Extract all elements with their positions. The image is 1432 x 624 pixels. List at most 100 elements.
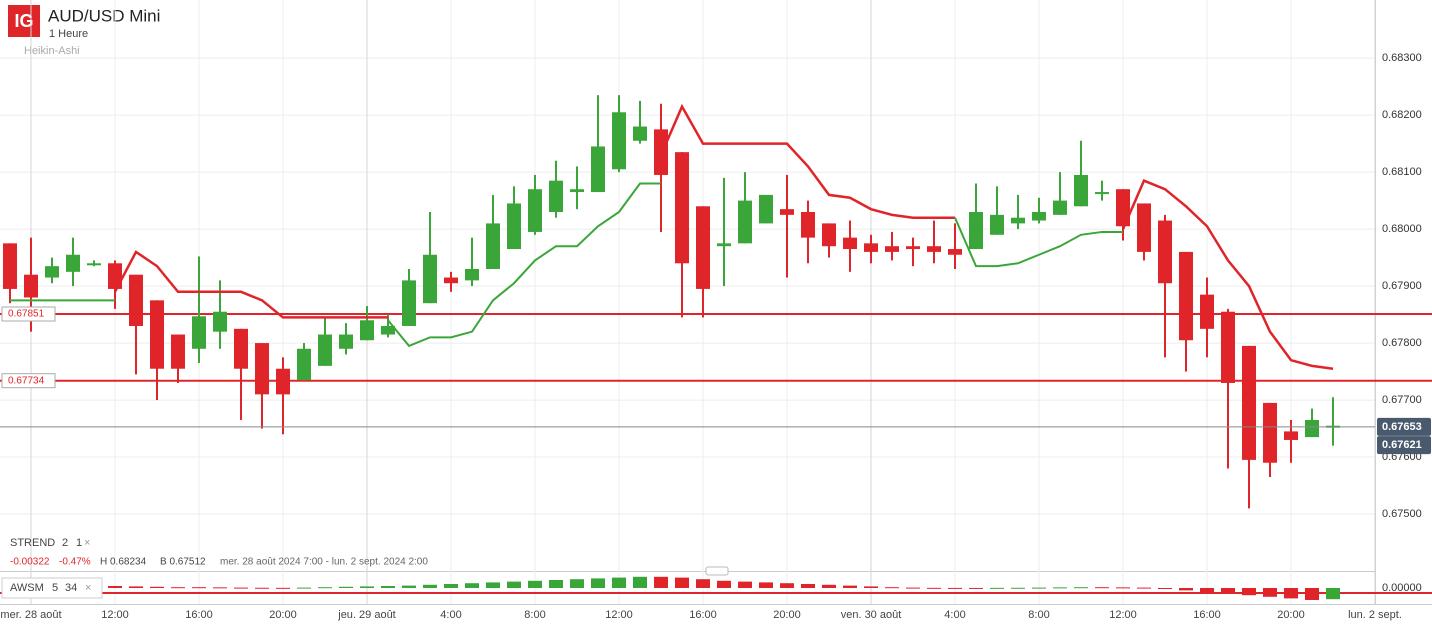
- osc-bar: [423, 584, 437, 588]
- y-tick-label: 0.68200: [1382, 109, 1422, 121]
- x-tick-label: 8:00: [1028, 609, 1049, 621]
- x-tick-label: 12:00: [1109, 609, 1137, 621]
- osc-bar: [654, 576, 668, 588]
- osc-bar: [465, 583, 479, 588]
- osc-bar: [696, 579, 710, 588]
- osc-bar: [1284, 588, 1298, 599]
- y-tick-label: 0.67500: [1382, 508, 1422, 520]
- candle-body: [1137, 203, 1151, 252]
- low: B 0.67512: [160, 557, 206, 568]
- osc-bar: [255, 587, 269, 589]
- x-tick-label: 20:00: [1277, 609, 1305, 621]
- candle-body: [444, 277, 458, 284]
- candle-body: [780, 209, 794, 215]
- candle-body: [1032, 212, 1046, 221]
- indicator-close[interactable]: ×: [84, 537, 90, 549]
- osc-bar: [591, 578, 605, 588]
- osc-bar: [297, 587, 311, 589]
- trend-line: [1121, 179, 1334, 370]
- candle-body: [612, 112, 626, 170]
- range: mer. 28 août 2024 7:00 - lun. 2 sept. 20…: [220, 557, 428, 568]
- osc-bar: [822, 584, 836, 588]
- candle-body: [66, 254, 80, 272]
- osc-bar: [843, 585, 857, 588]
- indicator-p1: 2: [62, 537, 68, 549]
- candle-body: [717, 243, 731, 247]
- x-tick-label: 16:00: [185, 609, 213, 621]
- indicator-name: STREND: [10, 537, 55, 549]
- x-tick-label: 4:00: [944, 609, 965, 621]
- candle-body: [1179, 251, 1193, 341]
- y-tick-label: 0.67900: [1382, 280, 1422, 292]
- candle-body: [24, 274, 38, 298]
- osc-bar: [234, 587, 248, 589]
- osc-bar: [213, 587, 227, 589]
- y-tick-label: 0.68300: [1382, 52, 1422, 64]
- x-tick-label: 8:00: [524, 609, 545, 621]
- candle-body: [3, 243, 17, 289]
- candle-body: [1200, 294, 1214, 329]
- candle-body: [528, 189, 542, 232]
- candle-body: [486, 223, 500, 269]
- candle-body: [129, 274, 143, 326]
- osc-bar: [612, 577, 626, 588]
- osc-bar: [1053, 587, 1067, 589]
- candle-body: [360, 320, 374, 341]
- osc-bar: [318, 587, 332, 589]
- osc-bar: [1200, 588, 1214, 592]
- osc-bar: [129, 586, 143, 588]
- change: -0.00322: [10, 557, 50, 568]
- candle-body: [192, 316, 206, 349]
- osc-bar: [1074, 587, 1088, 589]
- osc-bar: [1305, 588, 1319, 600]
- osc-bar: [402, 585, 416, 588]
- osc-legend-box: [1, 577, 103, 599]
- x-tick-label: 16:00: [689, 609, 717, 621]
- candle-body: [969, 212, 983, 250]
- candle-body: [822, 223, 836, 247]
- level-label: 0.67734: [8, 375, 45, 386]
- candle-body: [633, 126, 647, 141]
- osc-bar: [108, 586, 122, 588]
- candle-body: [570, 189, 584, 193]
- x-tick-label: 20:00: [773, 609, 801, 621]
- x-tick-label: 4:00: [440, 609, 461, 621]
- trend-line: [387, 182, 661, 348]
- osc-bar: [1137, 587, 1151, 589]
- candle-body: [213, 311, 227, 332]
- candle-body: [801, 212, 815, 238]
- price-marker: 0.67621: [1382, 439, 1422, 451]
- candle-body: [381, 325, 395, 335]
- x-tick-label: 12:00: [605, 609, 633, 621]
- x-tick-label: jeu. 29 août: [337, 609, 396, 621]
- candle-body: [339, 334, 353, 349]
- osc-bar: [1242, 588, 1256, 596]
- candle-body: [255, 343, 269, 395]
- level-label-box: [1, 306, 56, 322]
- candle-body: [507, 203, 521, 250]
- y-tick-label: 0.67700: [1382, 394, 1422, 406]
- osc-bar: [381, 586, 395, 588]
- osc-bar: [150, 586, 164, 588]
- osc-bar: [780, 583, 794, 588]
- osc-bar: [717, 580, 731, 588]
- osc-close[interactable]: ×: [85, 582, 91, 594]
- candle-body: [549, 180, 563, 212]
- candle-body: [759, 194, 773, 224]
- candle-body: [423, 254, 437, 304]
- osc-bar: [738, 581, 752, 588]
- candle-body: [45, 266, 59, 278]
- x-tick-label: 20:00: [269, 609, 297, 621]
- candle-body: [696, 206, 710, 289]
- osc-bar: [906, 587, 920, 589]
- candle-body: [1305, 420, 1319, 438]
- osc-bar: [444, 584, 458, 588]
- osc-bar: [759, 582, 773, 588]
- candle-body: [87, 263, 101, 266]
- osc-bar: [1011, 587, 1025, 589]
- osc-bar: [360, 586, 374, 588]
- pane-handle[interactable]: [705, 566, 729, 576]
- y-tick-label: 0.68100: [1382, 166, 1422, 178]
- candle-body: [675, 152, 689, 264]
- osc-bar: [675, 577, 689, 588]
